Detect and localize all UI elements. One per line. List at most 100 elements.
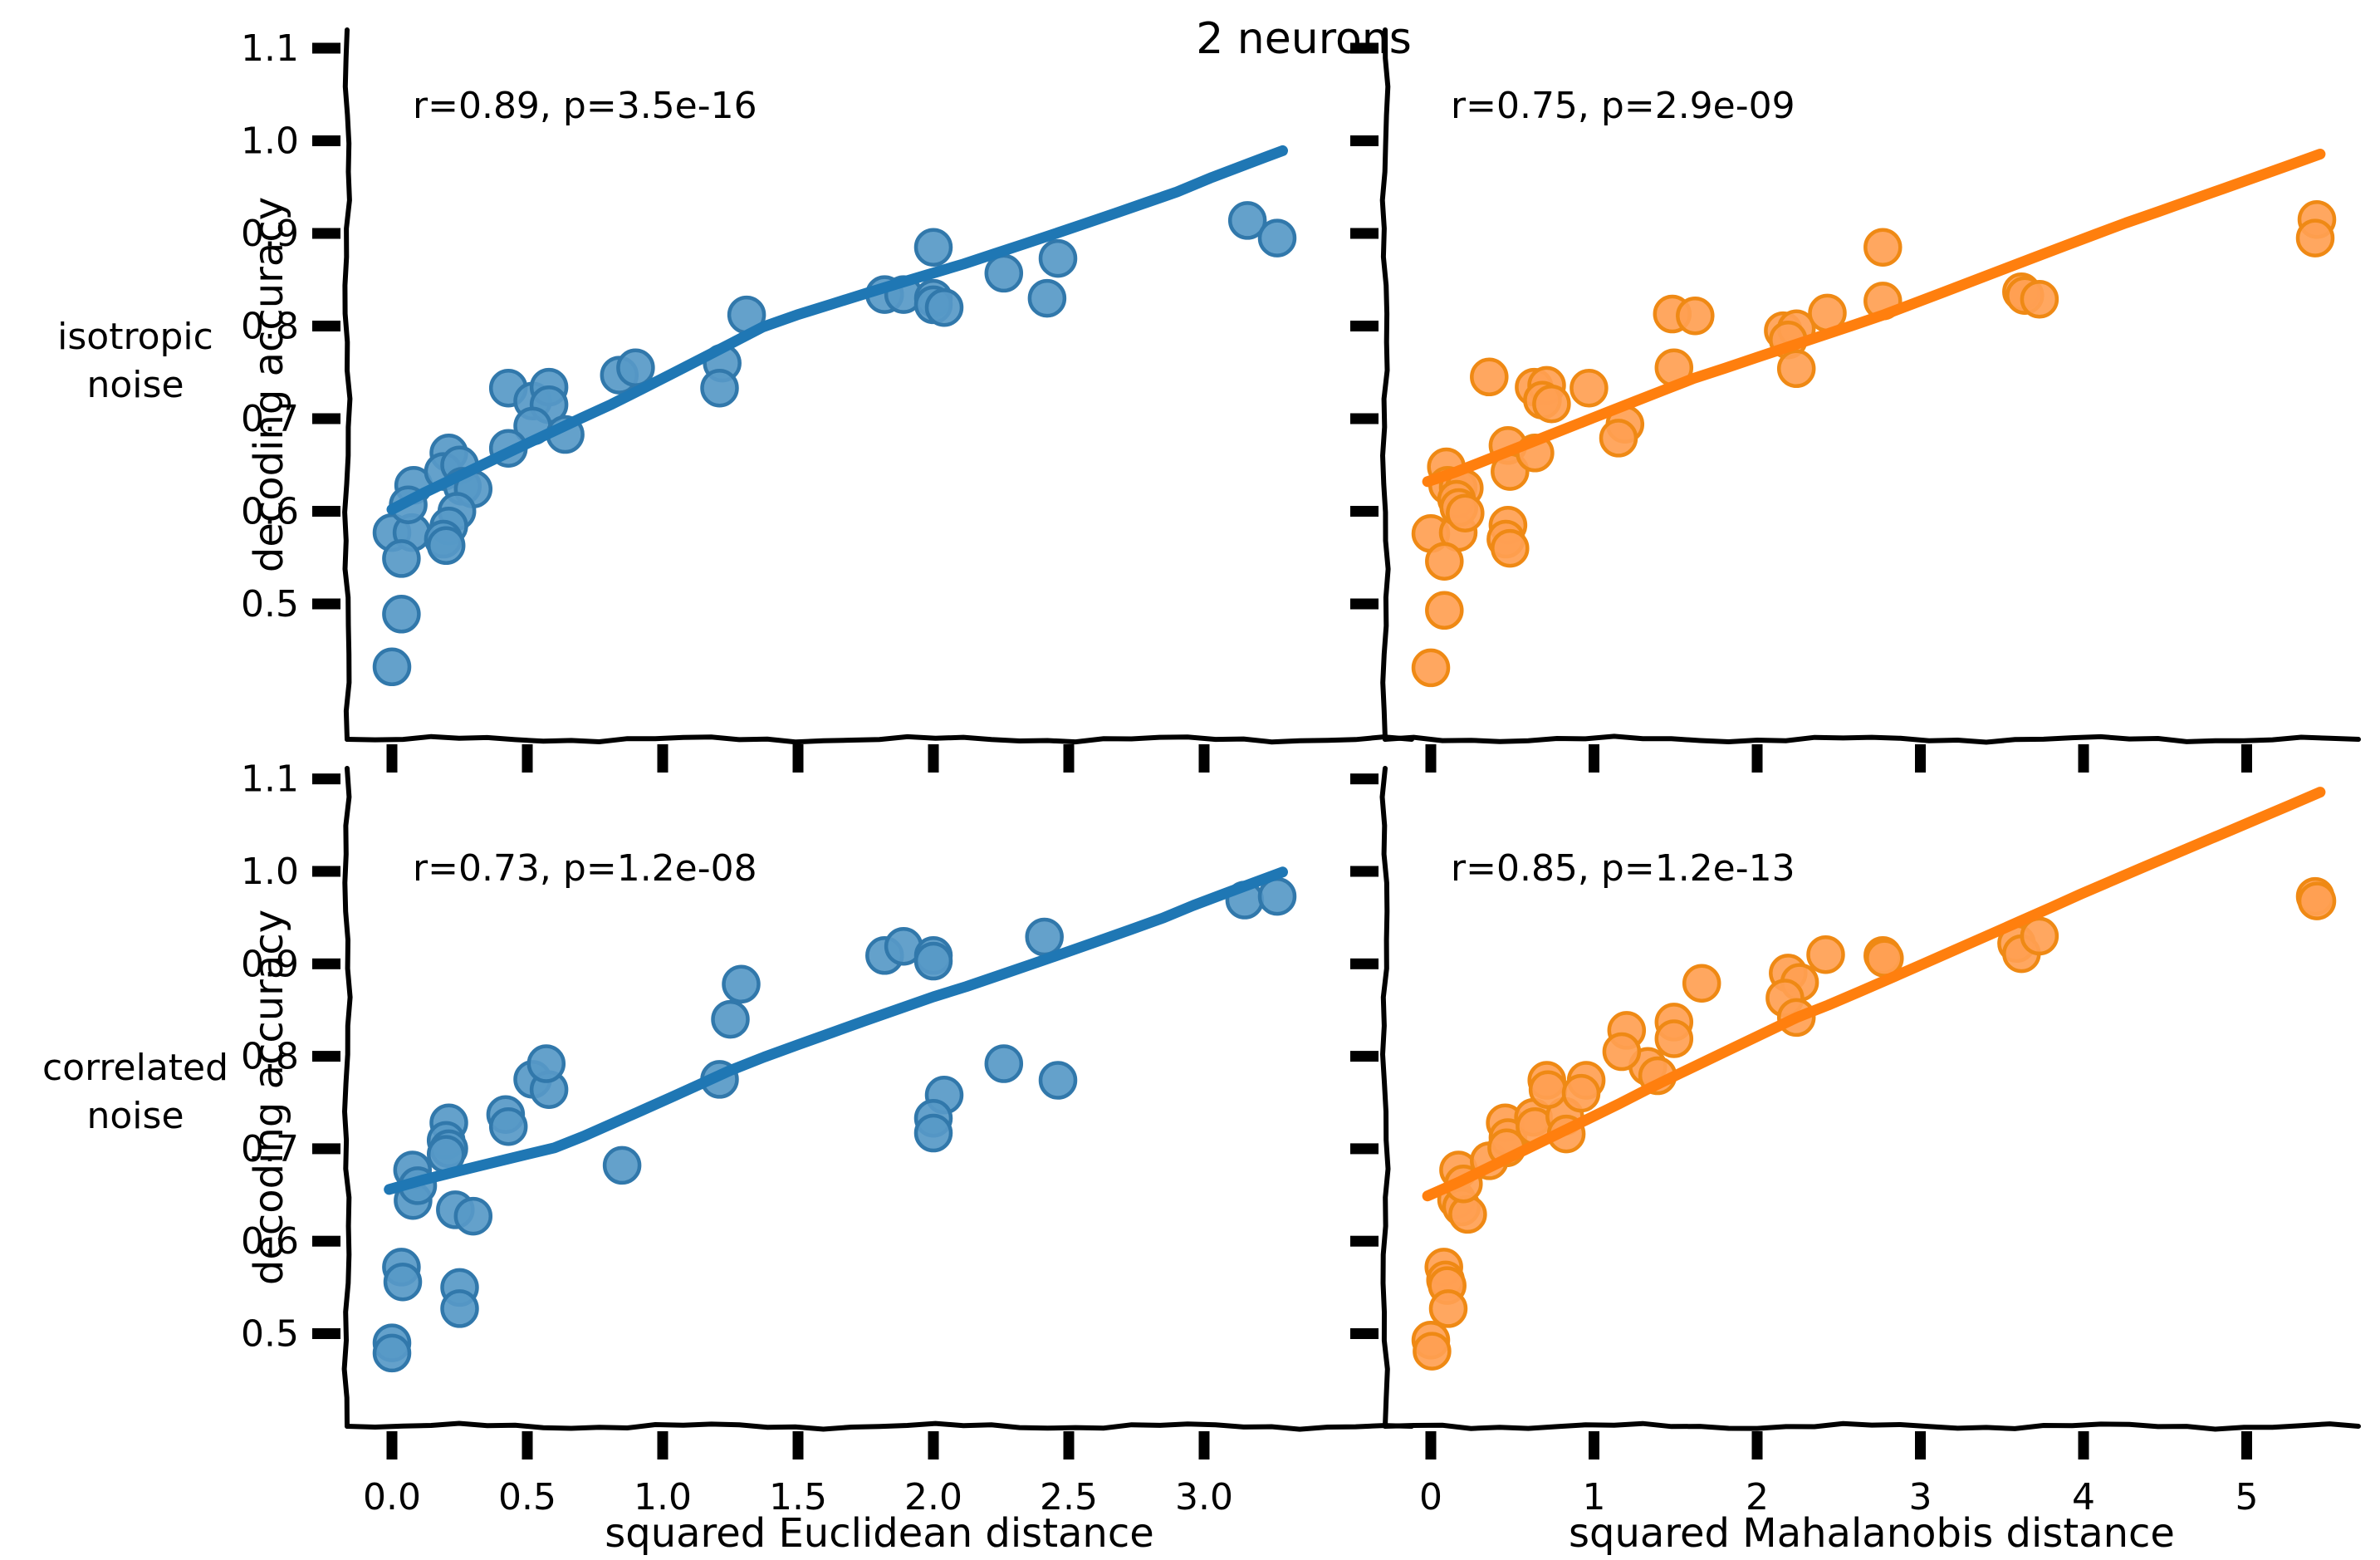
annotation-top-left: r=0.89, p=3.5e-16 xyxy=(413,85,757,127)
y-tick xyxy=(1350,958,1379,969)
data-point xyxy=(984,253,1024,293)
trend-line xyxy=(386,145,1288,515)
x-tick xyxy=(1589,1431,1599,1459)
data-point xyxy=(1428,1289,1468,1328)
data-point xyxy=(1806,935,1845,974)
annotation-bottom-right: r=0.85, p=1.2e-13 xyxy=(1451,847,1795,890)
data-point xyxy=(1532,384,1571,424)
x-tick-label: 1.0 xyxy=(634,1476,692,1518)
data-point xyxy=(1425,591,1464,630)
scatter-points xyxy=(1411,876,2337,1371)
data-point xyxy=(913,1113,953,1153)
y-tick-label: 0.9 xyxy=(241,943,299,985)
data-point xyxy=(488,1106,528,1146)
y-tick xyxy=(312,1143,340,1155)
x-tick xyxy=(1063,1431,1075,1459)
data-point xyxy=(2020,916,2059,956)
x-tick xyxy=(1063,744,1075,773)
y-tick xyxy=(1350,135,1379,146)
data-point xyxy=(1602,1032,1642,1072)
row-label-isotropic-line1: isotropic xyxy=(57,316,213,358)
data-point xyxy=(700,368,739,408)
x-tick xyxy=(1425,1431,1437,1459)
x-tick xyxy=(1198,744,1210,773)
data-point xyxy=(1227,201,1267,240)
x-tick xyxy=(386,1431,398,1459)
y-tick xyxy=(1350,1328,1379,1339)
data-point xyxy=(372,1333,412,1373)
x-axis-spine xyxy=(345,1420,1414,1432)
y-tick xyxy=(1350,866,1379,877)
data-point xyxy=(1682,964,1721,1003)
y-tick xyxy=(1350,773,1379,785)
y-axis-label-bottom: decoding accuracy xyxy=(246,910,292,1285)
data-point xyxy=(602,1145,642,1185)
x-tick-label: 2 xyxy=(1746,1476,1769,1518)
panel-top-right-isotropic-mahalanobis xyxy=(1350,27,2361,773)
x-tick xyxy=(1751,1431,1763,1459)
data-point xyxy=(440,1289,479,1328)
data-point xyxy=(1257,218,1297,258)
x-tick-label: 5 xyxy=(2236,1476,2259,1518)
y-tick xyxy=(312,321,340,331)
y-axis-label-top: decoding accuracy xyxy=(246,197,292,572)
x-axis-spine xyxy=(1383,1420,2361,1432)
x-tick xyxy=(928,1431,939,1459)
data-point xyxy=(453,1196,493,1236)
scatter-points xyxy=(1411,200,2337,688)
y-tick xyxy=(1350,506,1379,517)
y-tick xyxy=(1350,42,1379,54)
data-point xyxy=(1411,648,1451,688)
scatter-points xyxy=(372,201,1297,687)
x-tick-label: 1.5 xyxy=(769,1476,827,1518)
data-point xyxy=(2020,279,2059,319)
x-tick-label: 3.0 xyxy=(1175,1476,1233,1518)
x-tick-label: 4 xyxy=(2072,1476,2095,1518)
data-point xyxy=(1491,528,1530,568)
x-tick xyxy=(1425,744,1437,773)
data-point xyxy=(1446,493,1485,532)
y-tick-label: 0.8 xyxy=(241,306,299,348)
y-tick-label: 0.5 xyxy=(241,583,299,625)
x-tick xyxy=(1751,744,1763,773)
x-tick xyxy=(792,1431,804,1459)
data-point xyxy=(1776,349,1816,389)
data-point xyxy=(2295,218,2335,258)
y-tick xyxy=(312,135,340,146)
x-tick xyxy=(522,744,533,773)
data-point xyxy=(1027,278,1067,318)
x-tick-label: 0.5 xyxy=(498,1476,556,1518)
x-tick xyxy=(2078,744,2089,773)
y-tick xyxy=(312,1051,340,1062)
data-point xyxy=(924,287,964,327)
data-point xyxy=(1038,1061,1078,1100)
axes xyxy=(1350,27,2361,773)
x-axis-label-euclidean: squared Euclidean distance xyxy=(605,1510,1154,1557)
x-tick xyxy=(1589,744,1599,773)
x-tick-label: 0 xyxy=(1419,1476,1442,1518)
axes: 1.1 1.0 0.9 0.8 0.7 0.6 0.5 xyxy=(241,27,1414,773)
x-tick-label: 0.0 xyxy=(363,1476,421,1518)
x-tick xyxy=(928,744,939,773)
y-tick xyxy=(1350,228,1379,239)
figure-title: 2 neurons xyxy=(1196,14,1412,64)
data-point xyxy=(1654,1019,1694,1058)
x-axis-spine xyxy=(345,733,1414,745)
data-point xyxy=(1413,1332,1452,1371)
x-tick xyxy=(2241,744,2252,773)
data-point xyxy=(913,941,953,981)
y-tick xyxy=(312,1328,340,1339)
row-label-isotropic-line2: noise xyxy=(86,364,184,406)
axes: 1.1 1.0 0.9 0.8 0.7 0.6 0.5 0.0 0.5 1.0 1.5 2.0 2.5 3… xyxy=(241,758,1414,1518)
panel-bottom-right-correlated-mahalanobis: 0 1 2 3 4 5 xyxy=(1350,766,2361,1518)
y-tick xyxy=(312,598,340,610)
data-point xyxy=(2297,881,2337,920)
y-tick-label: 0.6 xyxy=(241,1220,299,1263)
y-tick xyxy=(312,866,340,877)
panel-top-left-isotropic-euclidean: 1.1 1.0 0.9 0.8 0.7 0.6 0.5 xyxy=(241,27,1414,773)
y-tick-label: 0.5 xyxy=(241,1313,299,1356)
x-axis-spine xyxy=(1383,733,2361,745)
y-tick-label: 0.9 xyxy=(241,213,299,255)
data-point xyxy=(372,647,412,687)
x-tick xyxy=(657,1431,668,1459)
